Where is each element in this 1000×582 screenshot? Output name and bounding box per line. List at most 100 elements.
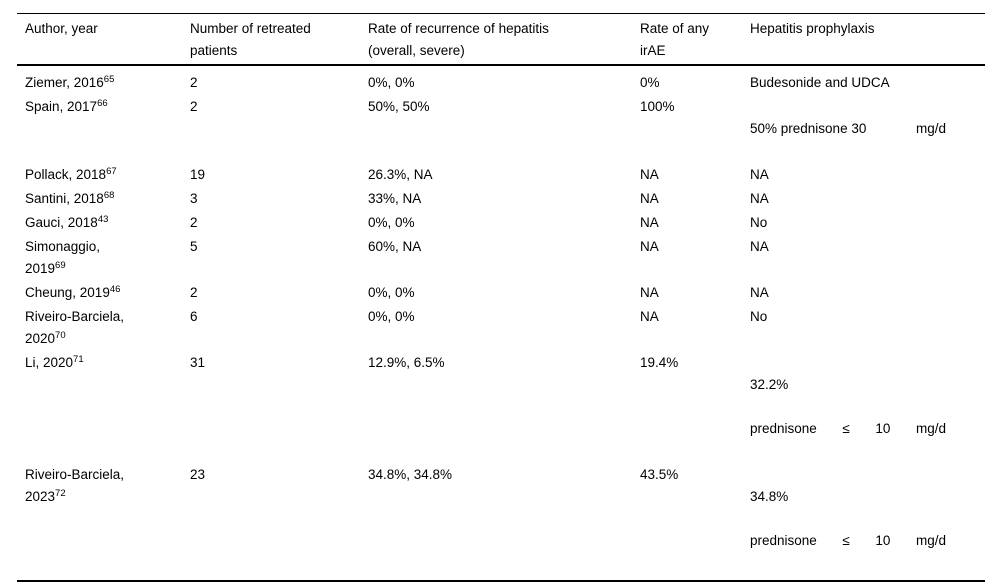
patients-cell: 2 (190, 285, 198, 300)
recurrence-cell: 33%, NA (368, 191, 422, 206)
col-header-irae-rate: Rate of any irAE (640, 13, 750, 66)
author-text: Riveiro-Barciela, 2020 (25, 309, 125, 346)
col-header-prophylaxis: Hepatitis prophylaxis (750, 13, 985, 66)
patients-cell: 31 (190, 355, 206, 370)
patients-cell: 2 (190, 215, 198, 230)
prophylaxis-cell: NA (750, 239, 769, 254)
citation-ref: 70 (55, 330, 66, 341)
recurrence-cell: 60%, NA (368, 239, 422, 254)
patients-cell: 6 (190, 309, 198, 324)
prophylaxis-drug: prednisone (750, 421, 817, 436)
author-cell: Riveiro-Barciela, 202070 (17, 305, 190, 351)
patients-cell: 19 (190, 167, 206, 182)
table-header: Author, year Number of retreated patient… (17, 13, 985, 66)
author-cell: Santini, 201868 (17, 187, 190, 211)
irae-cell: NA (640, 167, 659, 182)
citation-ref: 46 (109, 284, 121, 295)
prophylaxis-cell: 34.8% prednisone ≤ 10 mg/d (750, 463, 985, 581)
prophylaxis-unit: mg/d (915, 421, 946, 436)
irae-cell: 0% (640, 75, 660, 90)
patients-cell: 5 (190, 239, 198, 254)
author-text: Li, 2020 (25, 355, 74, 370)
author-text: Riveiro-Barciela, 2023 (25, 467, 125, 504)
irae-cell: 100% (640, 99, 675, 114)
author-cell: Pollack, 201867 (17, 163, 190, 187)
prophylaxis-cell: Budesonide and UDCA (750, 75, 890, 90)
author-text: Spain, 2017 (25, 99, 98, 114)
recurrence-cell: 0%, 0% (368, 215, 415, 230)
recurrence-cell: 0%, 0% (368, 285, 415, 300)
table-row-cheung-2019: Cheung, 201946 2 0%, 0% NA NA (17, 281, 985, 305)
less-equal-symbol: ≤ (842, 421, 850, 436)
prophylaxis-justified-line: 50% prednisone 30 mg/d (750, 118, 946, 140)
table-row-santini-2018: Santini, 201868 3 33%, NA NA NA (17, 187, 985, 211)
irae-cell: NA (640, 309, 659, 324)
prophylaxis-cell: 32.2% prednisone ≤ 10 mg/d (750, 351, 985, 463)
citation-ref: 69 (55, 260, 66, 271)
less-equal-symbol: ≤ (842, 533, 850, 548)
author-text: Simonaggio, 2019 (25, 239, 101, 276)
prophylaxis-dose: 10 (875, 533, 891, 548)
irae-cell: NA (640, 215, 659, 230)
author-cell: Riveiro-Barciela, 202372 (17, 463, 190, 581)
irae-cell: NA (640, 239, 659, 254)
table-row-ziemer-2016: Ziemer, 201665 2 0%, 0% 0% Budesonide an… (17, 65, 985, 95)
author-cell: Simonaggio, 201969 (17, 235, 190, 281)
table-body: Ziemer, 201665 2 0%, 0% 0% Budesonide an… (17, 65, 985, 581)
irae-cell: NA (640, 285, 659, 300)
patients-cell: 3 (190, 191, 198, 206)
irae-cell: 19.4% (640, 355, 679, 370)
recurrence-cell: 34.8%, 34.8% (368, 467, 453, 482)
irae-cell: 43.5% (640, 467, 679, 482)
author-text: Cheung, 2019 (25, 285, 110, 300)
col-header-recurrence-rate: Rate of recurrence of hepatitis (overall… (368, 13, 640, 66)
header-row: Author, year Number of retreated patient… (17, 13, 985, 66)
citation-ref: 66 (97, 98, 108, 109)
prophylaxis-justified-line: prednisone ≤ 10 mg/d (750, 418, 946, 440)
recurrence-cell: 12.9%, 6.5% (368, 355, 445, 370)
table-row-riveiro-barciela-2023: Riveiro-Barciela, 202372 23 34.8%, 34.8%… (17, 463, 985, 581)
patients-cell: 2 (190, 99, 198, 114)
author-text: Gauci, 2018 (25, 215, 98, 230)
retreatment-studies-table: Author, year Number of retreated patient… (17, 13, 985, 582)
table-row-li-2020: Li, 202071 31 12.9%, 6.5% 19.4% 32.2% pr… (17, 351, 985, 463)
prophylaxis-justified-line: prednisone ≤ 10 mg/d (750, 530, 946, 552)
recurrence-cell: 0%, 0% (368, 75, 415, 90)
author-text: Ziemer, 2016 (25, 75, 104, 90)
author-text: Santini, 2018 (25, 191, 104, 206)
citation-ref: 68 (103, 190, 115, 201)
author-text: Pollack, 2018 (25, 167, 107, 182)
table-row-spain-2017: Spain, 201766 2 50%, 50% 100% 50% predni… (17, 95, 985, 163)
author-cell: Gauci, 201843 (17, 211, 190, 235)
prophylaxis-cell: NA (750, 191, 769, 206)
prophylaxis-dose: 10 (875, 421, 891, 436)
prophylaxis-unit: mg/d (915, 121, 946, 136)
citation-ref: 71 (73, 354, 84, 365)
citation-ref: 67 (106, 166, 117, 177)
prophylaxis-rate: 34.8% (750, 489, 789, 504)
prophylaxis-drug: prednisone (750, 533, 817, 548)
author-cell: Ziemer, 201665 (17, 65, 190, 95)
prophylaxis-cell: 50% prednisone 30 mg/d (750, 95, 985, 163)
recurrence-cell: 50%, 50% (368, 99, 430, 114)
prophylaxis-cell: No (750, 215, 768, 230)
table-row-pollack-2018: Pollack, 201867 19 26.3%, NA NA NA (17, 163, 985, 187)
prophylaxis-rate: 32.2% (750, 377, 789, 392)
table-row-riveiro-barciela-2020: Riveiro-Barciela, 202070 6 0%, 0% NA No (17, 305, 985, 351)
prophylaxis-cell: NA (750, 285, 769, 300)
author-cell: Cheung, 201946 (17, 281, 190, 305)
prophylaxis-cell: NA (750, 167, 769, 182)
table-row-simonaggio-2019: Simonaggio, 201969 5 60%, NA NA NA (17, 235, 985, 281)
citation-ref: 72 (55, 488, 66, 499)
table-row-gauci-2018: Gauci, 201843 2 0%, 0% NA No (17, 211, 985, 235)
author-cell: Li, 202071 (17, 351, 190, 463)
col-header-retreated-patients: Number of retreated patients (190, 13, 368, 66)
recurrence-cell: 0%, 0% (368, 309, 415, 324)
author-cell: Spain, 201766 (17, 95, 190, 163)
prophylaxis-unit: mg/d (915, 533, 946, 548)
recurrence-cell: 26.3%, NA (368, 167, 433, 182)
col-header-author-year: Author, year (17, 13, 190, 66)
patients-cell: 23 (190, 467, 206, 482)
prophylaxis-text: 50% prednisone 30 (750, 121, 867, 136)
patients-cell: 2 (190, 75, 198, 90)
